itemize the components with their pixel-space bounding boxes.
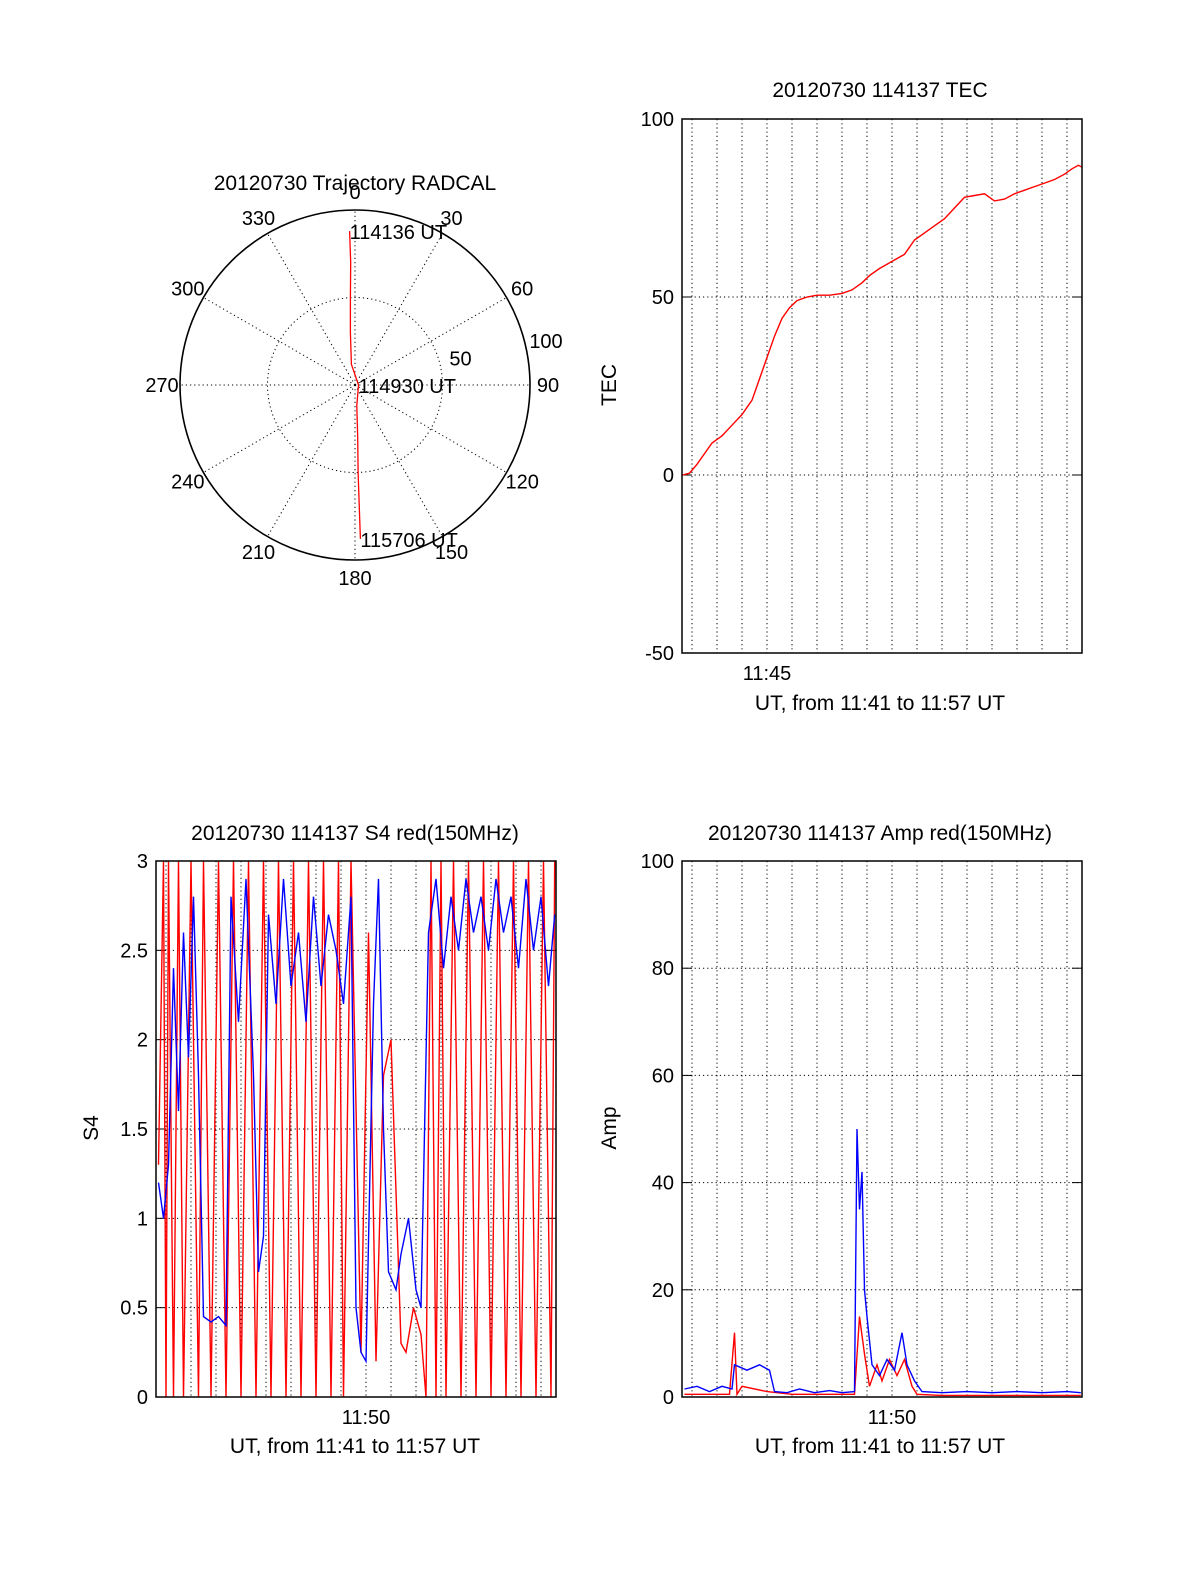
polar-spoke-150 [354,384,443,537]
s4-frame [155,860,557,1398]
s4-xlabel: UT, from 11:41 to 11:57 UT [230,1435,480,1458]
s4-ytick-label: 2 [137,1030,148,1052]
polar-angle-label: 240 [171,472,204,494]
polar-angle-label: 270 [145,375,178,397]
polar-outer-ring [179,209,531,561]
s4-title: 20120730 114137 S4 red(150MHz) [191,822,519,845]
tec-series-group [682,164,1082,476]
amp-ytick-label: 20 [652,1280,674,1302]
amp-frame [681,860,1083,1398]
s4-ylabel: S4 [80,1115,103,1141]
amp-ytick-label: 40 [652,1173,674,1195]
amp-ytick-label: 60 [652,1065,674,1087]
amp-xlabel: UT, from 11:41 to 11:57 UT [755,1435,1005,1458]
amp-panel: 20120730 114137 Amp red(150MHz) Amp UT, … [598,822,1083,1458]
tec-series-0 [682,164,1082,476]
polar-angle-label: 0 [349,182,360,204]
trajectory-time-labels: 114136 UT 114930 UT 115706 UT [350,222,458,552]
polar-grid [179,209,531,561]
amp-xtick-label: 11:50 [868,1407,917,1429]
amp-title: 20120730 114137 Amp red(150MHz) [708,822,1052,845]
polar-trajectory-panel: 20120730 Trajectory RADCAL 0 30 60 90 120 150… [145,172,562,590]
trajectory-time-label: 114136 UT [350,222,447,244]
tec-ytick-label: 100 [641,109,674,131]
tec-frame [681,118,1083,654]
polar-angle-label: 210 [242,542,275,564]
trajectory-line [348,231,362,539]
polar-spoke-210 [267,384,356,537]
tec-title: 20120730 114137 TEC [772,79,987,102]
tec-xlabel: UT, from 11:41 to 11:57 UT [755,692,1005,715]
tec-xtick-label: 11:45 [743,663,792,685]
tec-panel: 20120730 114137 TEC TEC UT, from 11:41 t… [598,79,1083,715]
s4-ytick-label: 1.5 [120,1119,148,1141]
polar-angle-label: 150 [435,542,468,564]
polar-angle-label: 90 [537,375,559,397]
tec-ytick-label: -50 [645,643,674,665]
s4-ytick-label: 0.5 [120,1298,148,1320]
polar-angle-label: 300 [171,279,204,301]
polar-spoke-30 [354,233,443,386]
polar-angle-label: 60 [511,279,533,301]
polar-angle-label: 180 [338,568,371,590]
polar-spoke-120 [354,384,507,473]
amp-ytick-label: 80 [652,958,674,980]
polar-spoke-60 [354,297,507,386]
s4-xtick-label: 11:50 [342,1407,391,1429]
s4-panel: 20120730 114137 S4 red(150MHz) S4 UT, fr… [80,822,557,1458]
trajectory-time-label: 115706 UT [360,530,457,552]
polar-radial-label: 50 [449,349,471,371]
tec-ytick-label: 50 [652,287,674,309]
polar-labels: 0 30 60 90 120 150 180 210 240 270 300 330 50 100 [145,182,562,590]
polar-title: 20120730 Trajectory RADCAL [214,172,497,195]
s4-ytick-label: 3 [137,851,148,873]
polar-angle-label: 330 [242,208,275,230]
tec-ylabel: TEC [598,364,621,406]
s4-ytick-label: 0 [137,1387,148,1409]
polar-inner-ring [267,297,443,473]
s4-series-0 [157,861,556,1397]
polar-angle-label: 120 [505,472,538,494]
polar-radial-label: 100 [529,331,562,353]
trajectory-time-label: 114930 UT [359,376,456,398]
tec-ytick-label: 0 [663,465,674,487]
amp-ylabel: Amp [598,1106,621,1149]
s4-ytick-label: 1 [137,1208,148,1230]
polar-spoke-240 [203,384,356,473]
amp-series-0 [684,1316,1081,1397]
polar-angle-label: 30 [440,208,462,230]
s4-series-group [157,861,556,1397]
s4-series-1 [157,878,556,1364]
s4-ytick-label: 2.5 [120,940,148,962]
amp-series-group [684,1128,1081,1397]
amp-series-1 [684,1128,1081,1394]
amp-ytick-label: 100 [641,851,674,873]
amp-ytick-label: 0 [663,1387,674,1409]
